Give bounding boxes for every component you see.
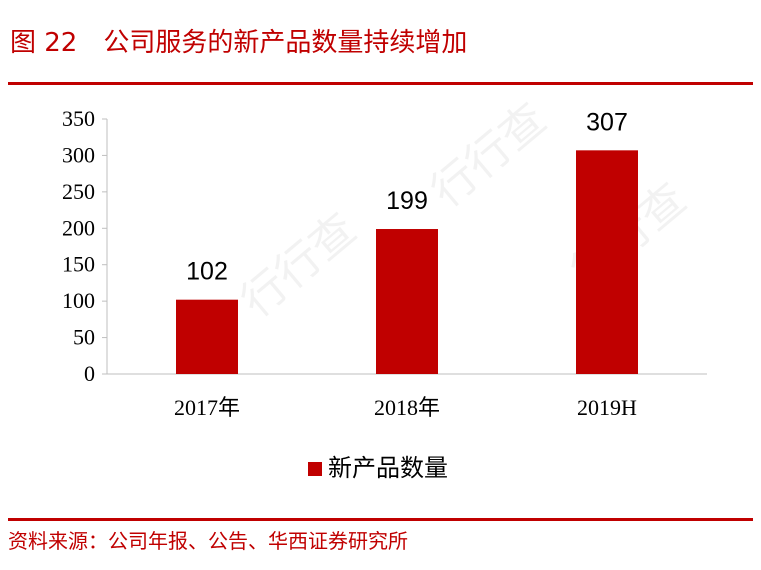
source-note: 资料来源：公司年报、公告、华西证券研究所 xyxy=(8,529,408,553)
figure-number: 图 22 xyxy=(10,28,78,58)
bar xyxy=(576,150,638,374)
y-tick-label: 150 xyxy=(62,252,95,277)
y-tick-label: 250 xyxy=(62,179,95,204)
y-tick-label: 0 xyxy=(84,361,95,386)
legend-label: 新产品数量 xyxy=(328,454,448,482)
y-tick-label: 300 xyxy=(62,142,95,167)
bar xyxy=(176,299,238,374)
y-tick-label: 100 xyxy=(62,288,95,313)
y-tick-label: 350 xyxy=(62,106,95,131)
y-tick-label: 50 xyxy=(73,325,95,350)
x-category-label: 2019H xyxy=(577,395,637,420)
data-label: 199 xyxy=(386,187,428,215)
data-label: 102 xyxy=(186,258,228,286)
figure-title-text: 公司服务的新产品数量持续增加 xyxy=(103,28,468,58)
x-category-label: 2018年 xyxy=(374,395,440,420)
source-divider xyxy=(8,518,753,521)
bar xyxy=(376,229,438,374)
figure-title: 图 22 公司服务的新产品数量持续增加 xyxy=(10,26,467,60)
bar-chart: 0 50 100 150 200 250 300 350 102 2017年 199 2018年 307… xyxy=(62,106,707,482)
y-tick-label: 200 xyxy=(62,215,95,240)
x-category-label: 2017年 xyxy=(174,395,240,420)
legend-swatch xyxy=(308,462,322,476)
data-label: 307 xyxy=(586,108,628,136)
title-divider xyxy=(8,82,753,85)
